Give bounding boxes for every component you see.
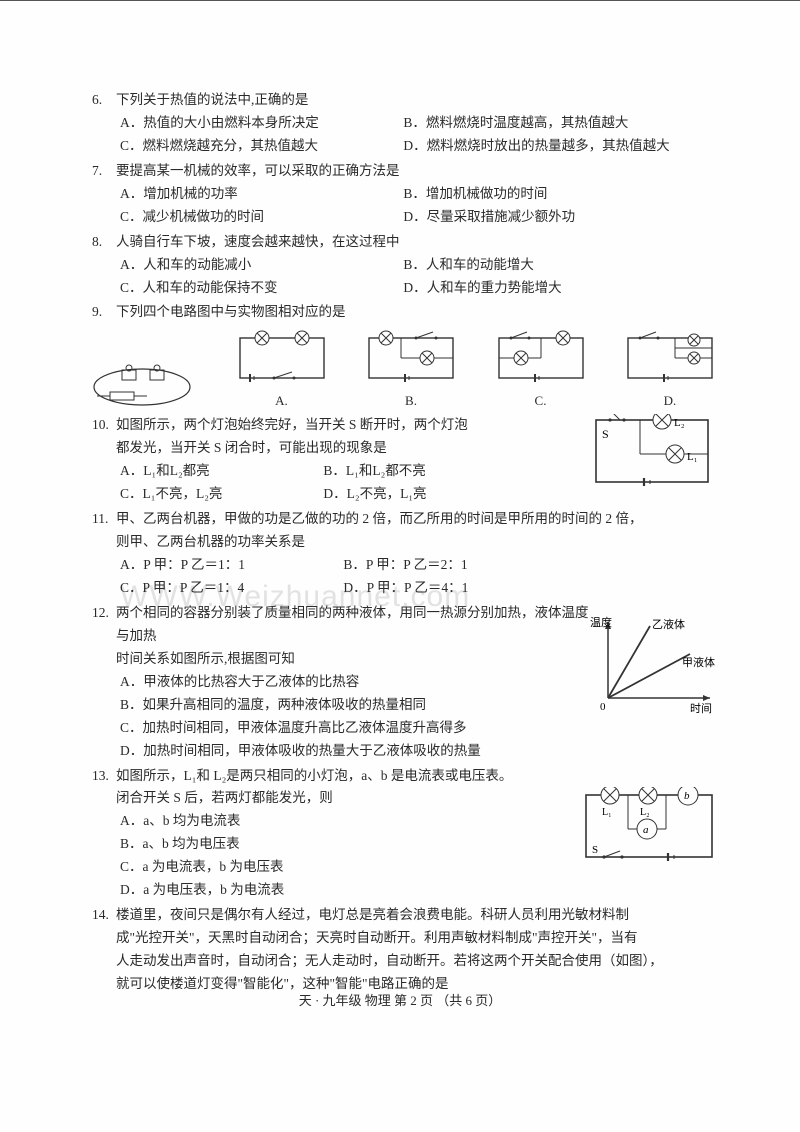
- svg-text:a: a: [643, 824, 649, 836]
- q14-l2: 成"光控开关"，天黑时自动闭合；天亮时自动断开。利用声敏材料制成"声控开关"，当…: [92, 927, 720, 950]
- q10-stem2: 都发光，当开关 S 闭合时，可能出现的现象是: [92, 437, 590, 460]
- q6-opt-c: C．燃料燃烧越充分，其热值越大: [120, 135, 400, 158]
- q12-opt-d: D．加热时间相同，甲液体吸收的热量大于乙液体吸收的热量: [120, 740, 590, 763]
- q8-opt-a: A．人和车的动能减小: [120, 254, 400, 277]
- q7-opt-a: A．增加机械的功率: [120, 183, 400, 206]
- q8-num: 8.: [92, 231, 102, 254]
- svg-text:温度: 温度: [590, 616, 612, 629]
- q13-figure: L₁ L₂ b a S: [580, 787, 720, 872]
- q14-l3: 人走动发出声音时，自动闭合；无人走动时，自动断开。若将这两个开关配合使用（如图）…: [92, 950, 720, 973]
- svg-text:L₁: L₁: [687, 451, 698, 463]
- q11-opt-a: A．P 甲：P 乙＝1：1: [120, 554, 340, 577]
- q6-stem: 下列关于热值的说法中,正确的是: [116, 92, 308, 107]
- q11-stem1: 甲、乙两台机器，甲做的功是乙做的功的 2 倍，而乙所用的时间是甲所用的时间的 2…: [116, 511, 643, 526]
- q7-opt-c: C．减少机械做功的时间: [120, 206, 400, 229]
- q11-opt-b: B．P 甲：P 乙＝2：1: [343, 554, 563, 577]
- q8-opt-d: D．人和车的重力势能增大: [403, 277, 683, 300]
- q11-opt-d: D．P 甲：P 乙＝4：1: [343, 577, 563, 600]
- q13-opt-b: B．a、b 均为电压表: [120, 833, 580, 856]
- q8-opt-c: C．人和车的动能保持不变: [120, 277, 400, 300]
- q10-opt-c: C．L₁不亮，L₂亮: [120, 483, 320, 506]
- q13-num: 13.: [92, 765, 109, 788]
- q9-circuit-b: B.: [361, 330, 461, 412]
- question-14: 14. 楼道里，夜间只是偶尔有人经过，电灯总是亮着会浪费电能。科研人员利用光敏材料…: [92, 904, 720, 996]
- q14-l4: 就可以使楼道灯变得"智能化"，这种"智能"电路正确的是: [92, 973, 720, 996]
- q10-opt-a: A．L₁和L₂都亮: [120, 460, 320, 483]
- q14-num: 14.: [92, 904, 109, 927]
- q9-physical-figure: [92, 352, 202, 412]
- q6-opt-a: A．热值的大小由燃料本身所决定: [120, 112, 400, 135]
- q9-label-c: C.: [491, 390, 591, 412]
- question-13: 13. 如图所示，L₁和 L₂是两只相同的小灯泡，a、b 是电流表或电压表。 闭合…: [92, 765, 720, 903]
- q12-stem2: 时间关系如图所示,根据图可知: [92, 648, 590, 671]
- q13-stem2: 闭合开关 S 后，若两灯都能发光，则: [92, 787, 580, 810]
- q12-opt-a: A．甲液体的比热容大于乙液体的比热容: [120, 671, 590, 694]
- q7-opt-d: D．尽量采取措施减少额外功: [403, 206, 683, 229]
- q8-stem: 人骑自行车下坡，速度会越来越快，在这过程中: [116, 234, 400, 249]
- question-9: 9.下列四个电路图中与实物图相对应的是 A: [92, 301, 720, 412]
- q14-l1: 楼道里，夜间只是偶尔有人经过，电灯总是亮着会浪费电能。科研人员利用光敏材料制: [116, 907, 629, 922]
- q11-num: 11.: [92, 508, 108, 531]
- svg-text:b: b: [684, 790, 690, 802]
- q9-circuit-d: D.: [620, 330, 720, 412]
- q9-stem: 下列四个电路图中与实物图相对应的是: [116, 304, 346, 319]
- q9-num: 9.: [92, 301, 102, 324]
- svg-text:S: S: [602, 427, 609, 441]
- svg-text:甲液体: 甲液体: [682, 655, 715, 669]
- svg-text:L₂: L₂: [674, 417, 685, 429]
- svg-text:0: 0: [600, 701, 606, 713]
- q12-opt-c: C．加热时间相同，甲液体温度升高比乙液体温度升高得多: [120, 717, 590, 740]
- q10-figure: S L₂ L₁: [590, 414, 720, 492]
- q7-stem: 要提高某一机械的效率，可以采取的正确方法是: [116, 163, 400, 178]
- q8-opt-b: B．人和车的动能增大: [403, 254, 683, 277]
- q9-circuit-c: C.: [491, 330, 591, 412]
- q6-opt-b: B．燃料燃烧时温度越高，其热值越大: [403, 112, 683, 135]
- question-6: 6. 下列关于热值的说法中,正确的是 A．热值的大小由燃料本身所决定 B．燃料燃烧…: [92, 89, 720, 158]
- q13-opt-d: D．a 为电压表，b 为电流表: [120, 879, 580, 902]
- q7-opt-b: B．增加机械做功的时间: [403, 183, 683, 206]
- q10-num: 10.: [92, 414, 109, 437]
- q6-num: 6.: [92, 89, 102, 112]
- q9-label-b: B.: [361, 390, 461, 412]
- q12-figure: 乙液体 甲液体 温度 时间 0: [590, 616, 720, 716]
- svg-text:L₂: L₂: [640, 807, 650, 818]
- question-8: 8. 人骑自行车下坡，速度会越来越快，在这过程中 A．人和车的动能减小 B．人和车…: [92, 231, 720, 300]
- q12-stem1: 两个相同的容器分别装了质量相同的两种液体，用同一热源分别加热，液体温度与加热: [116, 605, 589, 643]
- q10-stem1: 如图所示，两个灯泡始终完好，当开关 S 断开时，两个灯泡: [116, 417, 468, 432]
- q13-opt-c: C．a 为电流表，b 为电压表: [120, 856, 580, 879]
- q12-num: 12.: [92, 602, 109, 625]
- q10-opt-d: D．L₂不亮，L₁亮: [323, 483, 523, 506]
- q10-opt-b: B．L₁和L₂都不亮: [323, 460, 523, 483]
- q13-stem1: 如图所示，L₁和 L₂是两只相同的小灯泡，a、b 是电流表或电压表。: [116, 768, 512, 783]
- q13-opt-a: A．a、b 均为电流表: [120, 810, 580, 833]
- svg-text:乙液体: 乙液体: [652, 617, 685, 631]
- question-12: 12. 两个相同的容器分别装了质量相同的两种液体，用同一热源分别加热，液体温度与加…: [92, 602, 720, 763]
- question-10: 10. 如图所示，两个灯泡始终完好，当开关 S 断开时，两个灯泡 都发光，当开关 …: [92, 414, 720, 506]
- q12-opt-b: B．如果升高相同的温度，两种液体吸收的热量相同: [120, 694, 590, 717]
- svg-text:时间: 时间: [690, 702, 712, 715]
- q6-opt-d: D．燃料燃烧时放出的热量越多，其热值越大: [403, 135, 683, 158]
- q9-label-d: D.: [620, 390, 720, 412]
- q7-num: 7.: [92, 160, 102, 183]
- q11-opt-c: C．P 甲：P 乙＝1：4: [120, 577, 340, 600]
- svg-text:S: S: [592, 844, 598, 856]
- question-11: 11. 甲、乙两台机器，甲做的功是乙做的功的 2 倍，而乙所用的时间是甲所用的时间…: [92, 508, 720, 600]
- svg-text:L₁: L₁: [602, 807, 612, 818]
- question-7: 7. 要提高某一机械的效率，可以采取的正确方法是 A．增加机械的功率 B．增加机械…: [92, 160, 720, 229]
- q9-label-a: A.: [232, 390, 332, 412]
- q11-stem2: 则甲、乙两台机器的功率关系是: [92, 531, 720, 554]
- q9-circuit-a: A.: [232, 330, 332, 412]
